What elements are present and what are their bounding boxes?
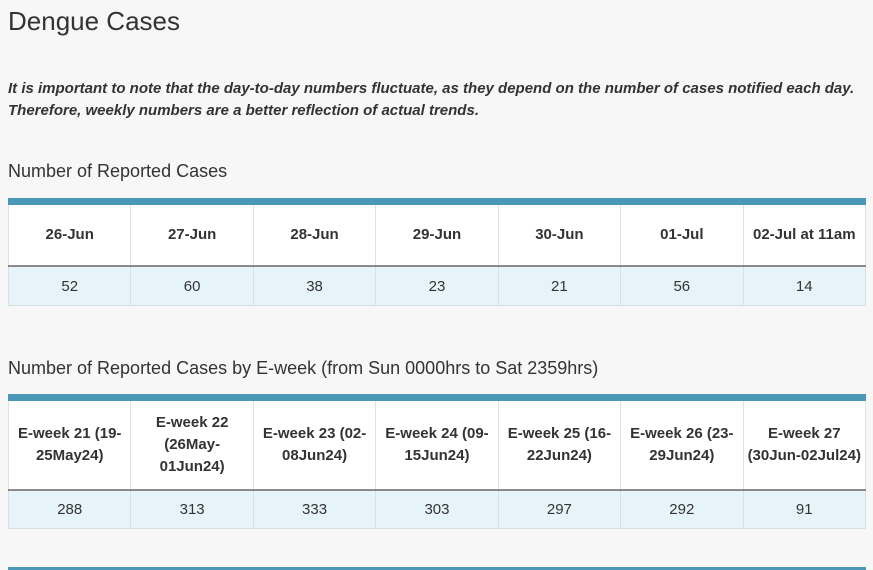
case-count-cell: 333 bbox=[252, 489, 377, 529]
date-header: 26-Jun bbox=[7, 201, 132, 267]
case-count-cell: 303 bbox=[375, 489, 499, 529]
date-header: 02-Jul at 11am bbox=[742, 201, 867, 267]
date-header: 30-Jun bbox=[497, 201, 622, 267]
weekly-cases-table: E-week 21 (19-25May24) E-week 22 (26May-… bbox=[7, 394, 867, 529]
data-fluctuation-note: It is important to note that the day-to-… bbox=[8, 78, 868, 122]
case-count-cell: 60 bbox=[130, 265, 254, 306]
values-row: 288 313 333 303 297 292 91 bbox=[7, 489, 867, 529]
eweek-header: E-week 23 (02-08Jun24) bbox=[252, 397, 377, 491]
eweek-header: E-week 21 (19-25May24) bbox=[7, 397, 132, 491]
case-count-cell: 297 bbox=[497, 489, 622, 529]
eweek-header: E-week 24 (09-15Jun24) bbox=[375, 397, 499, 491]
header-row: E-week 21 (19-25May24) E-week 22 (26May-… bbox=[7, 397, 867, 491]
date-header: 27-Jun bbox=[130, 201, 254, 267]
eweek-header: E-week 27 (30Jun-02Jul24) bbox=[742, 397, 867, 491]
values-row: 52 60 38 23 21 56 14 bbox=[7, 265, 867, 306]
case-count-cell: 23 bbox=[375, 265, 499, 306]
date-header: 28-Jun bbox=[252, 201, 377, 267]
case-count-cell: 14 bbox=[742, 265, 867, 306]
date-header: 01-Jul bbox=[620, 201, 744, 267]
header-row: 26-Jun 27-Jun 28-Jun 29-Jun 30-Jun 01-Ju… bbox=[7, 201, 867, 267]
case-count-cell: 91 bbox=[742, 489, 867, 529]
page-title: Dengue Cases bbox=[8, 6, 180, 36]
case-count-cell: 52 bbox=[7, 265, 132, 306]
daily-cases-title: Number of Reported Cases bbox=[8, 161, 228, 181]
date-header: 29-Jun bbox=[375, 201, 499, 267]
case-count-cell: 38 bbox=[252, 265, 377, 306]
note-line-1: It is important to note that the day-to-… bbox=[8, 80, 855, 97]
case-count-cell: 288 bbox=[7, 489, 132, 529]
eweek-header: E-week 26 (23-29Jun24) bbox=[620, 397, 744, 491]
note-line-2: Therefore, weekly numbers are a better r… bbox=[8, 102, 479, 119]
eweek-header: E-week 25 (16-22Jun24) bbox=[497, 397, 622, 491]
section-divider bbox=[8, 567, 866, 570]
case-count-cell: 292 bbox=[620, 489, 744, 529]
case-count-cell: 56 bbox=[620, 265, 744, 306]
case-count-cell: 21 bbox=[497, 265, 622, 306]
case-count-cell: 313 bbox=[130, 489, 254, 529]
eweek-header: E-week 22 (26May-01Jun24) bbox=[130, 397, 254, 491]
daily-cases-table: 26-Jun 27-Jun 28-Jun 29-Jun 30-Jun 01-Ju… bbox=[7, 198, 867, 306]
weekly-cases-title: Number of Reported Cases by E-week (from… bbox=[8, 358, 599, 378]
